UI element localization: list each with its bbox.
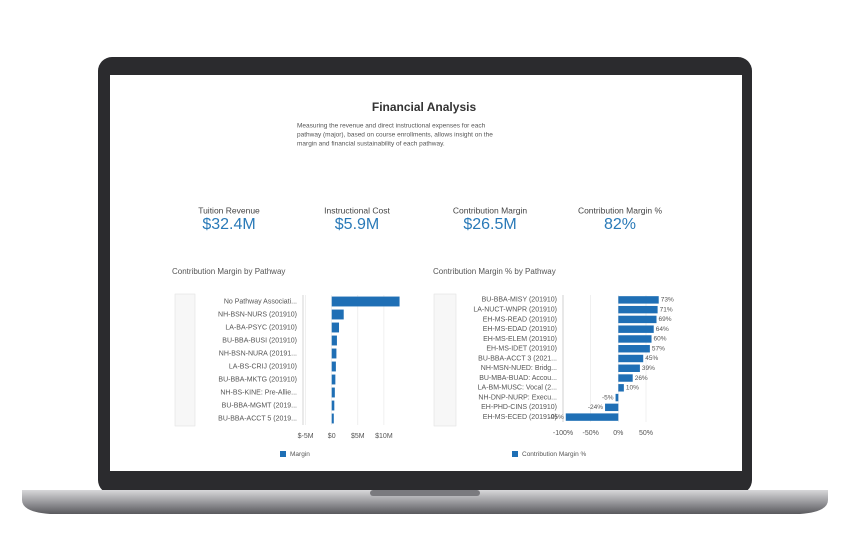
category-label: NH-DNP-NURP: Execu... <box>478 394 557 401</box>
display <box>110 75 742 471</box>
legend-label: Contribution Margin % <box>522 451 587 458</box>
value-label: 10% <box>626 385 639 392</box>
category-label: NH-BS-KINE: Pre-Allie... <box>220 389 297 396</box>
kpi-value: $26.5M <box>463 216 516 233</box>
bar <box>618 315 657 324</box>
category-label: EH-MS-ECED (201910) <box>483 414 557 421</box>
category-label: LA-BS-CRIJ (201910) <box>229 363 297 370</box>
bar <box>331 374 336 385</box>
chart-title: Contribution Margin by Pathway <box>172 267 285 276</box>
category-label: No Pathway Associati... <box>224 298 297 305</box>
category-label: NH-BSN-NURS (201910) <box>218 311 297 318</box>
kpi-label: Contribution Margin % <box>578 205 663 215</box>
x-tick-label: $0 <box>328 433 336 440</box>
bar <box>618 296 659 304</box>
description: margin and financial sustainability of e… <box>297 141 445 148</box>
bar <box>331 296 400 307</box>
kpi-label: Tuition Revenue <box>198 205 260 215</box>
laptop-base <box>22 490 828 514</box>
kpi-value: $32.4M <box>202 216 255 233</box>
category-label: EH-MS-IDET (201910) <box>486 346 557 353</box>
bar <box>618 384 624 392</box>
bar <box>331 361 336 372</box>
chart-title: Contribution Margin % by Pathway <box>433 267 556 276</box>
category-label: EH-MS-READ (201910) <box>483 316 557 323</box>
bar <box>618 305 658 314</box>
kpi-value: 82% <box>604 216 636 233</box>
title: Financial Analysis <box>372 100 477 114</box>
value-label: 71% <box>660 306 673 313</box>
description: pathway (major), based on course enrollm… <box>297 132 493 139</box>
category-label: BU-BBA-MGMT (2019... <box>222 402 297 409</box>
value-label: 57% <box>652 345 665 352</box>
minimap <box>174 293 196 427</box>
bar <box>331 322 340 333</box>
kpi-value: $5.9M <box>335 216 379 233</box>
x-tick-label: $-5M <box>298 433 314 440</box>
x-tick-label: $10M <box>375 433 393 440</box>
bar <box>618 374 633 382</box>
bar <box>605 403 619 412</box>
category-label: BU-BBA-ACCT 3 (2021... <box>478 355 557 362</box>
bar <box>618 354 644 363</box>
bar <box>331 309 344 320</box>
category-label: LA-NUCT-WNPR (201910) <box>473 306 557 313</box>
value-label: 45% <box>645 355 658 362</box>
x-tick-label: 0% <box>613 430 623 437</box>
laptop-notch <box>370 490 480 496</box>
category-label: NH-MSN-NUED: Bridg... <box>481 365 557 372</box>
bar <box>618 335 652 343</box>
value-label: 64% <box>656 326 669 333</box>
category-label: BU-BBA-ACCT 5 (2019... <box>218 415 297 422</box>
x-tick-label: -100% <box>553 430 573 437</box>
kpi-label: Contribution Margin <box>453 205 527 215</box>
category-label: BU-BBA-MKTG (201910) <box>218 376 297 383</box>
category-label: EH-PHD-CINS (201910) <box>481 404 557 411</box>
bar <box>618 325 654 333</box>
bar <box>331 335 337 346</box>
x-tick-label: 50% <box>639 430 653 437</box>
category-label: BU-MBA-BUAD: Accou... <box>479 375 557 382</box>
category-label: LA-BM-MUSC: Vocal (2... <box>478 385 557 392</box>
x-tick-label: -50% <box>582 430 598 437</box>
value-label: 60% <box>654 336 667 343</box>
bar <box>331 348 337 359</box>
value-label: -24% <box>588 404 603 411</box>
description: Measuring the revenue and direct instruc… <box>297 123 486 130</box>
bar <box>331 400 335 411</box>
category-label: BU-BBA-MISY (201910) <box>482 297 557 304</box>
value-label: -5% <box>602 394 614 401</box>
bar <box>618 345 650 353</box>
bar <box>331 413 334 424</box>
category-label: EH-MS-ELEM (201910) <box>483 336 557 343</box>
bar <box>618 364 640 372</box>
value-label: 26% <box>635 375 648 382</box>
value-label: 69% <box>659 316 672 323</box>
bar <box>565 413 619 421</box>
value-label: -95% <box>549 414 564 421</box>
category-label: NH-BSN-NURA (20191... <box>219 350 297 357</box>
bar <box>331 387 335 398</box>
legend-swatch <box>280 451 286 457</box>
value-label: 73% <box>661 297 674 304</box>
value-label: 39% <box>642 365 655 372</box>
category-label: EH-MS-EDAD (201910) <box>483 326 557 333</box>
bar <box>615 393 619 402</box>
legend-label: Margin <box>290 451 310 458</box>
legend-swatch <box>512 451 518 457</box>
minimap <box>433 293 457 427</box>
kpi-label: Instructional Cost <box>324 205 390 215</box>
x-tick-label: $5M <box>351 433 365 440</box>
category-label: BU-BBA-BUSI (201910) <box>222 337 297 344</box>
category-label: LA-BA-PSYC (201910) <box>225 324 297 331</box>
